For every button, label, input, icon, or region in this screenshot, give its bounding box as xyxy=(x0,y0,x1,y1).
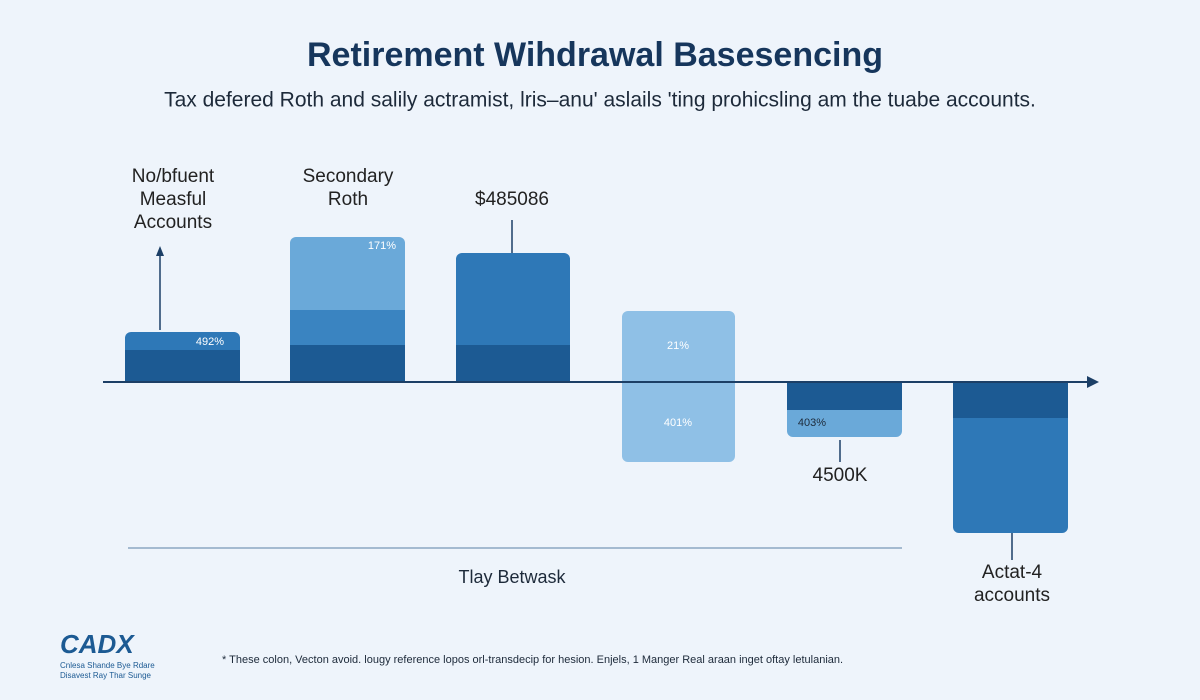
annotation: Roth xyxy=(328,189,368,210)
arrowhead xyxy=(156,246,164,256)
logo-text: Disavest Ray Thar Sunge xyxy=(60,671,152,680)
logo-mark: CADX xyxy=(60,629,135,659)
arrowhead xyxy=(1087,376,1099,388)
annotation: Accounts xyxy=(134,212,212,233)
annotation: accounts xyxy=(974,585,1050,606)
title: Retirement Wihdrawal Basesencing xyxy=(307,36,883,74)
annotation: Actat-4 xyxy=(982,562,1043,583)
bar-label: 21% xyxy=(667,340,689,352)
bar-label: 401% xyxy=(664,417,692,429)
bar xyxy=(953,382,1068,533)
footnote: * These colon, Vecton avoid. lougy refer… xyxy=(222,654,843,666)
bar xyxy=(125,332,240,382)
annotation: Secondary xyxy=(303,166,394,187)
annotation: $485086 xyxy=(475,189,549,210)
annotation: No/bfuent xyxy=(132,166,215,187)
annotation: Measful xyxy=(140,189,207,210)
axis-label: Tlay Betwask xyxy=(458,567,566,587)
bar-label: 171% xyxy=(368,240,396,252)
bar-label: 403% xyxy=(798,417,826,429)
bar xyxy=(290,237,405,382)
bar-label: 492% xyxy=(196,336,224,348)
subtitle: Tax defered Roth and salily actramist, l… xyxy=(164,89,1036,112)
bar xyxy=(456,253,570,382)
bar xyxy=(787,382,902,437)
logo-text: Cnlesa Shande Bye Rdare xyxy=(60,661,155,670)
bar xyxy=(622,311,735,462)
annotation: 4500K xyxy=(813,465,868,486)
